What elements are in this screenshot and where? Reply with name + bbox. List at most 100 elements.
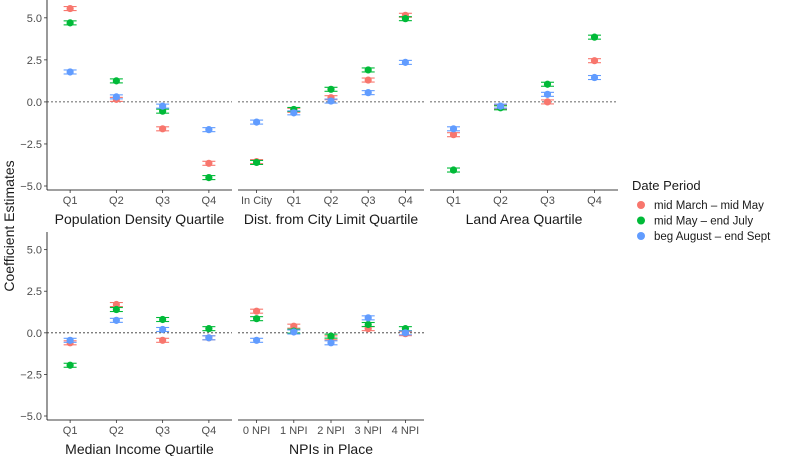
x-tick-label: Q1 (446, 195, 461, 207)
data-point (543, 90, 552, 98)
data-point (290, 328, 298, 336)
facet-panel: In City Q1 Q2 Q3 Q4 Dist. from City Limit Qua… (238, 11, 424, 227)
data-point (496, 102, 505, 110)
data-point (66, 361, 74, 369)
data-point (159, 315, 167, 324)
data-point (159, 102, 167, 110)
data-point (159, 336, 167, 344)
legend-swatch (637, 232, 645, 240)
data-point (112, 316, 120, 324)
y-tick-label: 5.0 (27, 13, 42, 25)
data-point (364, 76, 372, 84)
x-tick-label: Q4 (398, 195, 413, 207)
y-tick-label: 0.0 (27, 97, 42, 109)
x-tick-label: 3 NPI (354, 425, 382, 437)
data-point (66, 19, 74, 27)
data-point (253, 158, 261, 167)
data-point (543, 80, 552, 88)
data-point (364, 314, 372, 322)
data-point (112, 305, 120, 314)
x-tick-label: Q4 (202, 425, 217, 437)
x-tick-label: Q1 (63, 425, 78, 437)
data-point (590, 57, 599, 65)
x-tick-label: Q4 (202, 195, 217, 207)
facet-panel: Q1 Q2 Q3 Q4 Land Area Quartile (430, 33, 618, 227)
y-tick-label: −2.5 (20, 369, 42, 381)
x-tick-label: 1 NPI (280, 425, 308, 437)
y-tick-label: 5.0 (27, 245, 42, 257)
facet-title: NPIs in Place (289, 441, 373, 456)
data-point (401, 329, 409, 337)
data-point (205, 173, 213, 182)
facet-panel: 0 NPI 1 NPI 2 NPI 3 NPI 4 NPI NPIs in Place (238, 307, 424, 456)
x-tick-label: Q3 (361, 195, 376, 207)
x-tick-label: In City (241, 195, 273, 207)
data-point (327, 97, 335, 105)
x-tick-label: 0 NPI (243, 425, 271, 437)
x-tick-label: Q2 (493, 195, 508, 207)
x-tick-label: 2 NPI (317, 425, 345, 437)
data-point (205, 126, 213, 134)
data-point (327, 85, 335, 93)
data-point (401, 15, 409, 23)
data-point (327, 339, 335, 347)
data-point (159, 125, 167, 133)
x-tick-label: Q4 (587, 195, 602, 207)
legend-label: mid March – mid May (654, 200, 764, 212)
data-point (205, 334, 213, 342)
y-tick-label: 2.5 (27, 286, 42, 298)
data-point (543, 98, 552, 106)
data-point (112, 300, 120, 309)
data-point (66, 4, 74, 13)
data-point (327, 332, 335, 340)
legend-label: beg August – end Sept (654, 231, 771, 243)
x-tick-label: Q3 (155, 195, 170, 207)
y-tick-label: −5.0 (20, 181, 42, 193)
legend-label: mid May – end July (654, 216, 753, 228)
y-tick-label: −2.5 (20, 139, 42, 151)
legend: Date Period mid March – mid May mid May –… (632, 178, 771, 243)
data-point (364, 89, 372, 97)
x-tick-label: Q1 (63, 195, 78, 207)
x-tick-label: Q2 (324, 195, 339, 207)
y-axis-label: Coefficient Estimates (1, 160, 17, 291)
facet-title: Population Density Quartile (55, 211, 225, 227)
x-tick-label: Q2 (109, 195, 124, 207)
data-point (449, 125, 458, 133)
data-point (66, 68, 74, 76)
data-point (290, 322, 298, 330)
data-point (159, 325, 167, 334)
x-tick-label: Q1 (286, 195, 301, 207)
data-point (590, 33, 599, 41)
data-point (590, 73, 599, 82)
y-tick-label: 2.5 (27, 55, 42, 67)
y-tick-label: −5.0 (20, 411, 42, 423)
facet-title: Dist. from City Limit Quartile (244, 211, 418, 227)
data-point (159, 107, 167, 115)
x-tick-label: Q3 (540, 195, 555, 207)
data-point (449, 166, 458, 174)
data-point (364, 320, 372, 329)
data-point (253, 307, 261, 315)
facet-title: Land Area Quartile (466, 211, 583, 227)
y-tick-label: 0.0 (27, 328, 42, 340)
legend-title: Date Period (632, 178, 701, 193)
data-point (401, 58, 409, 66)
data-point (364, 66, 372, 74)
legend-swatch (637, 216, 645, 225)
legend-swatch (637, 201, 645, 209)
data-point (253, 315, 261, 323)
x-tick-label: 4 NPI (392, 425, 420, 437)
data-point (449, 131, 458, 139)
facet-panels: −5.0 −2.5 0.0 2.5 5.0 Q1 Q2 Q3 Q4 Population Dens… (20, 0, 618, 456)
data-point (253, 336, 261, 344)
data-point (290, 109, 298, 117)
data-point (66, 336, 74, 344)
data-point (112, 77, 120, 85)
data-point (205, 325, 213, 333)
data-point (253, 118, 261, 126)
data-point (205, 159, 213, 167)
data-point (112, 93, 120, 101)
x-tick-label: Q2 (109, 425, 124, 437)
